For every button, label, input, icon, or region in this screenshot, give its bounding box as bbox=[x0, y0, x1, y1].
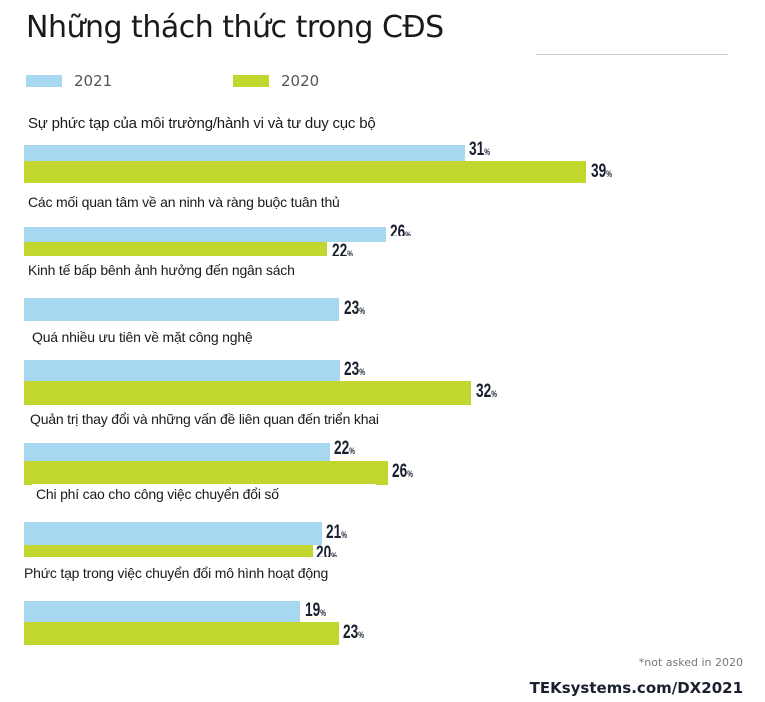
category-label: Chi phí cao cho công việc chuyển đổi số bbox=[32, 484, 376, 508]
bar-2020 bbox=[24, 461, 388, 485]
value-label-2020: 23% bbox=[343, 622, 364, 643]
bar-2021 bbox=[24, 145, 465, 161]
value-label-2021: 26% bbox=[390, 222, 411, 236]
category-label: Kinh tế bấp bênh ảnh hưởng đến ngân sách bbox=[28, 262, 295, 278]
bar-2021 bbox=[24, 360, 340, 381]
bar-2021 bbox=[24, 443, 330, 461]
legend-label-2021: 2021 bbox=[74, 72, 113, 90]
value-label-2020: 26% bbox=[392, 461, 413, 482]
value-label-2020: 32% bbox=[476, 381, 497, 402]
bar-2020 bbox=[24, 545, 313, 557]
bar-2021 bbox=[24, 601, 300, 622]
legend-label-2020: 2020 bbox=[281, 72, 320, 90]
chart-title: Những thách thức trong CĐS bbox=[26, 10, 444, 45]
value-label-2020: 22% bbox=[332, 241, 353, 256]
source-link[interactable]: TEKsystems.com/DX2021 bbox=[529, 679, 743, 697]
bar-2020 bbox=[24, 622, 339, 645]
category-label: Quản trị thay đổi và những vấn đề liên q… bbox=[30, 411, 379, 427]
value-label-2021: 23% bbox=[344, 359, 365, 380]
bar-2020 bbox=[24, 161, 586, 183]
bar-2020 bbox=[24, 381, 471, 405]
category-label: Sự phức tạp của môi trường/hành vi và tư… bbox=[28, 115, 376, 132]
bar-2021 bbox=[24, 298, 339, 321]
bar-2021 bbox=[24, 227, 386, 242]
footnote: *not asked in 2020 bbox=[638, 656, 743, 669]
value-label-2021: 23% bbox=[344, 298, 365, 319]
value-label-2020: 39% bbox=[591, 161, 612, 182]
category-label: Phức tạp trong việc chuyển đổi mô hình h… bbox=[24, 565, 329, 581]
legend-swatch-2021 bbox=[26, 75, 62, 87]
title-rule bbox=[536, 54, 728, 55]
category-label: Các mối quan tâm về an ninh và ràng buộc… bbox=[28, 194, 340, 210]
value-label-2021: 22% bbox=[334, 438, 355, 459]
bar-2020 bbox=[24, 242, 327, 256]
category-label: Quá nhiều ưu tiên về mặt công nghệ bbox=[32, 329, 253, 345]
value-label-2021: 31% bbox=[469, 139, 490, 160]
value-label-2021: 19% bbox=[305, 600, 326, 621]
value-label-2021: 21% bbox=[326, 522, 347, 543]
bar-2021 bbox=[24, 522, 322, 545]
value-label-2020: 20% bbox=[316, 543, 337, 557]
legend-swatch-2020 bbox=[233, 75, 269, 87]
